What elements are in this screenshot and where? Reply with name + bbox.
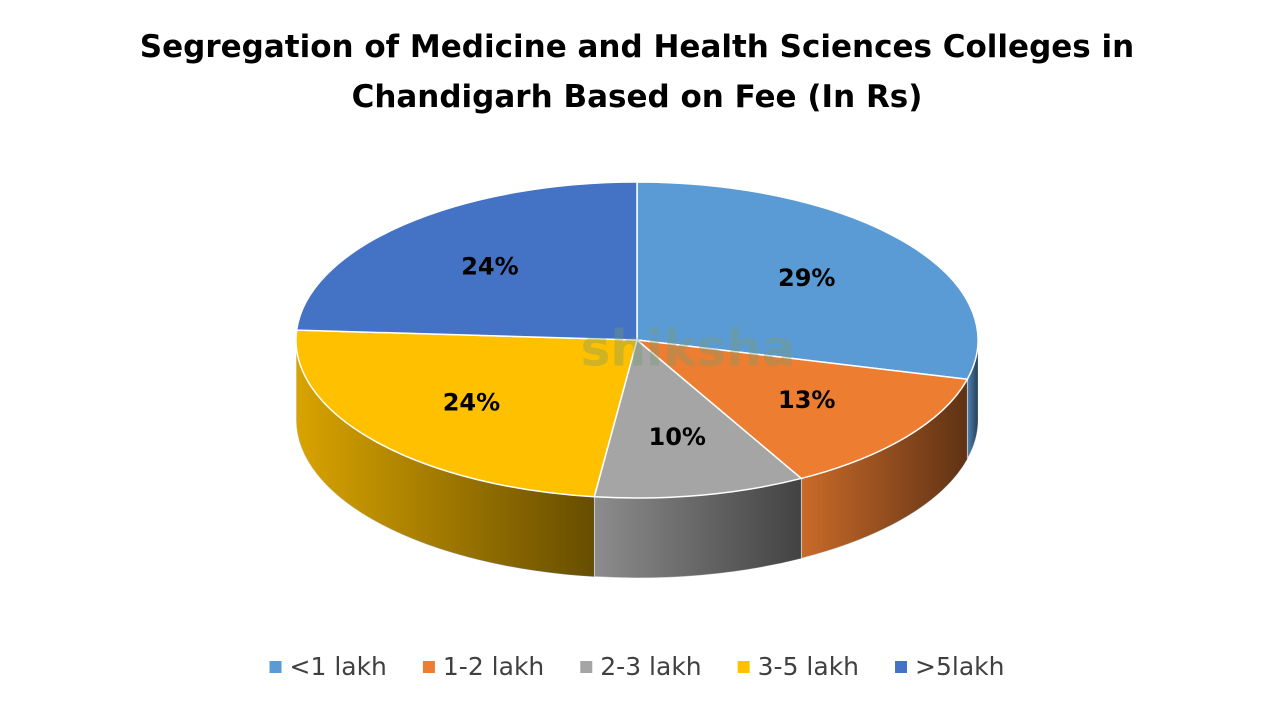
legend-swatch	[737, 661, 750, 673]
slice	[593, 338, 803, 499]
legend-swatch	[580, 661, 593, 673]
slice	[295, 329, 638, 498]
data-labels: 29% 13% 10% 24% 24%	[443, 252, 836, 450]
data-label: 24%	[461, 252, 518, 280]
slice	[636, 181, 979, 381]
legend-label: >5lakh	[915, 652, 1004, 681]
data-label: 24%	[443, 388, 500, 416]
legend-label: 3-5 lakh	[758, 652, 859, 681]
legend-swatch	[422, 661, 435, 673]
slice-side-shade	[594, 478, 802, 578]
data-label: 29%	[778, 264, 835, 292]
legend-label: 1-2 lakh	[443, 652, 544, 681]
legend-swatch	[269, 661, 282, 673]
legend-label: 2-3 lakh	[600, 652, 701, 681]
pie-tops	[295, 181, 979, 499]
legend: <1 lakh 1-2 lakh 2-3 lakh 3-5 lakh >5lakh	[269, 652, 1004, 681]
data-label: 10%	[649, 423, 706, 451]
slice	[295, 181, 638, 341]
slice-side-shade	[967, 340, 978, 460]
slice-side-shade	[296, 340, 595, 577]
chart-title: Segregation of Medicine and Health Scien…	[139, 29, 1135, 115]
watermark: shiksha	[581, 320, 796, 378]
legend-label: <1 lakh	[290, 652, 387, 681]
slice	[634, 338, 969, 480]
legend-swatch	[895, 661, 908, 673]
data-label: 13%	[778, 386, 835, 414]
